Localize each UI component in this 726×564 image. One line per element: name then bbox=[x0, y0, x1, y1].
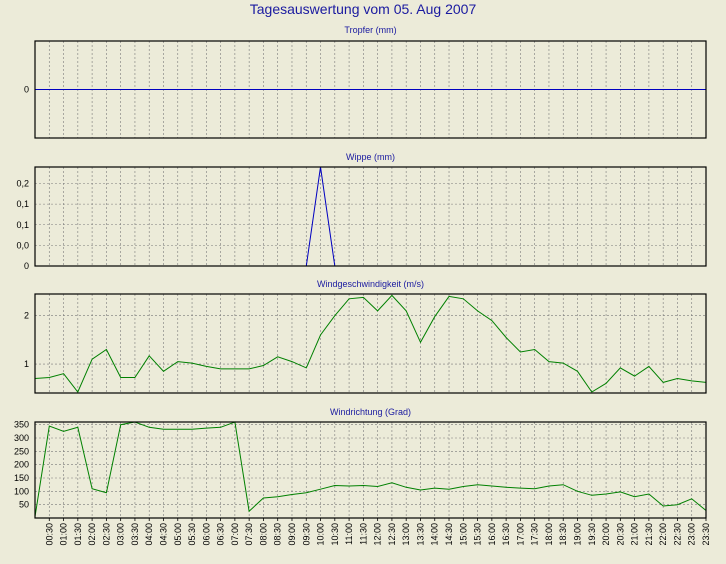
x-tick-label: 17:00 bbox=[515, 523, 525, 546]
y-tick-label: 150 bbox=[14, 473, 29, 483]
x-tick-label: 22:00 bbox=[658, 523, 668, 546]
y-tick-label: 300 bbox=[14, 433, 29, 443]
chart-title: Tropfer (mm) bbox=[344, 25, 396, 35]
x-tick-label: 10:00 bbox=[316, 523, 326, 546]
x-tick-label: 04:00 bbox=[144, 523, 154, 546]
chart-4: Windrichtung (Grad) 50 100 150 200 250 300 350 bbox=[14, 407, 707, 519]
x-tick-label: 08:00 bbox=[258, 523, 268, 546]
page-title: Tagesauswertung vom 05. Aug 2007 bbox=[249, 1, 477, 17]
y-tick-label: 100 bbox=[14, 486, 29, 496]
x-tick-label: 23:00 bbox=[687, 523, 697, 546]
x-tick-label: 10:30 bbox=[330, 523, 340, 546]
y-tick-label: 0,0 bbox=[16, 240, 29, 250]
x-tick-label: 03:00 bbox=[116, 523, 126, 546]
plot-frame bbox=[34, 166, 707, 267]
x-tick-label: 16:00 bbox=[487, 523, 497, 546]
x-tick-label: 13:00 bbox=[401, 523, 411, 546]
x-tick-label: 05:30 bbox=[187, 523, 197, 546]
x-tick-label: 20:00 bbox=[601, 523, 611, 546]
y-tick-label: 350 bbox=[14, 420, 29, 430]
x-tick-label: 07:30 bbox=[244, 523, 254, 546]
chart-title: Windrichtung (Grad) bbox=[330, 407, 411, 417]
x-tick-label: 06:30 bbox=[216, 523, 226, 546]
x-tick-label: 02:00 bbox=[87, 523, 97, 546]
x-tick-label: 17:30 bbox=[530, 523, 540, 546]
x-tick-label: 00:30 bbox=[44, 523, 54, 546]
x-tick-label: 23:30 bbox=[701, 523, 711, 546]
plot-frame bbox=[34, 421, 707, 519]
y-tick-label: 200 bbox=[14, 460, 29, 470]
x-tick-label: 11:30 bbox=[358, 523, 368, 545]
y-tick-label: 1 bbox=[24, 359, 29, 369]
x-tick-label: 19:30 bbox=[587, 523, 597, 546]
plot-area bbox=[35, 167, 706, 266]
y-tick-label: 2 bbox=[24, 311, 29, 321]
y-tick-label: 250 bbox=[14, 446, 29, 456]
x-tick-label: 22:30 bbox=[672, 523, 682, 546]
y-tick-label: 50 bbox=[19, 500, 29, 510]
x-tick-label: 08:30 bbox=[273, 523, 283, 546]
x-tick-label: 04:30 bbox=[158, 523, 168, 546]
x-tick-label: 14:30 bbox=[444, 523, 454, 546]
chart-1: Tropfer (mm) 0 bbox=[24, 25, 707, 139]
x-tick-label: 01:00 bbox=[59, 523, 69, 546]
x-tick-label: 18:30 bbox=[558, 523, 568, 546]
x-tick-label: 11:00 bbox=[344, 523, 354, 545]
x-tick-label: 14:00 bbox=[430, 523, 440, 546]
x-tick-label: 16:30 bbox=[501, 523, 511, 546]
y-tick-label: 0,2 bbox=[16, 179, 29, 189]
chart-title: Windgeschwindigkeit (m/s) bbox=[317, 279, 424, 289]
x-tick-label: 05:00 bbox=[173, 523, 183, 546]
chart-3: Windgeschwindigkeit (m/s) 1 2 bbox=[24, 279, 707, 394]
x-tick-label: 12:30 bbox=[387, 523, 397, 546]
x-tick-label: 21:00 bbox=[630, 523, 640, 546]
x-tick-label: 15:00 bbox=[458, 523, 468, 546]
x-tick-label: 09:00 bbox=[287, 523, 297, 546]
x-tick-label: 18:00 bbox=[544, 523, 554, 546]
x-tick-label: 02:30 bbox=[101, 523, 111, 546]
plot-area bbox=[35, 294, 706, 393]
series-line bbox=[34, 294, 707, 393]
x-tick-label: 19:00 bbox=[573, 523, 583, 546]
x-tick-label: 09:30 bbox=[301, 523, 311, 546]
x-axis-labels: 00:30 01:00 01:30 02:00 02:30 03:00 03:30 04:00… bbox=[44, 518, 711, 546]
x-tick-label: 15:30 bbox=[473, 523, 483, 546]
chart-2: Wippe (mm) 0 0,0 0,1 0,1 0,2 bbox=[16, 152, 707, 271]
series-line bbox=[34, 421, 707, 517]
x-tick-label: 13:30 bbox=[415, 523, 425, 546]
chart-title: Wippe (mm) bbox=[346, 152, 395, 162]
x-tick-label: 06:00 bbox=[201, 523, 211, 546]
x-tick-label: 12:00 bbox=[373, 523, 383, 546]
plot-area bbox=[35, 422, 706, 518]
plot-frame bbox=[34, 293, 707, 394]
x-tick-label: 21:30 bbox=[644, 523, 654, 546]
y-tick-label: 0 bbox=[24, 85, 29, 95]
x-tick-label: 07:00 bbox=[230, 523, 240, 546]
y-tick-label: 0 bbox=[24, 261, 29, 271]
x-tick-label: 20:30 bbox=[615, 523, 625, 546]
y-tick-label: 0,1 bbox=[16, 199, 29, 209]
plot-frame bbox=[34, 40, 707, 139]
x-tick-label: 01:30 bbox=[73, 523, 83, 546]
y-tick-label: 0,1 bbox=[16, 220, 29, 230]
x-tick-label: 03:30 bbox=[130, 523, 140, 546]
